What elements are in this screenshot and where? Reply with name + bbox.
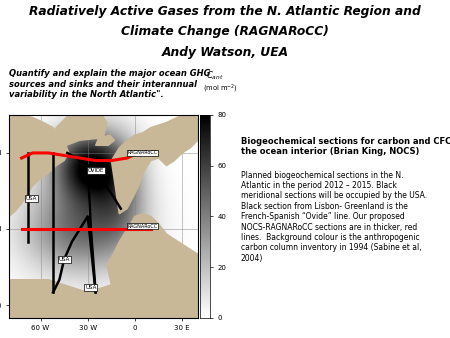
Polygon shape xyxy=(107,214,198,318)
Text: Radiatively Active Gases from the N. Atlantic Region and: Radiatively Active Gases from the N. Atl… xyxy=(29,5,421,18)
Text: RAGNARoCC: RAGNARoCC xyxy=(127,150,157,155)
Polygon shape xyxy=(95,135,114,145)
Text: RAGNARoCC: RAGNARoCC xyxy=(127,224,157,229)
Polygon shape xyxy=(49,107,107,153)
Text: USA: USA xyxy=(25,196,37,201)
Text: Quantify and explain the major ocean GHG
sources and sinks and their interannual: Quantify and explain the major ocean GHG… xyxy=(9,69,211,99)
Text: Planned biogeochemical sections in the N.
Atlantic in the period 2012 – 2015. Bl: Planned biogeochemical sections in the N… xyxy=(241,171,427,263)
Polygon shape xyxy=(9,115,69,318)
Text: USA: USA xyxy=(58,257,70,262)
Text: OVIDE: OVIDE xyxy=(87,168,104,173)
Text: Climate Change (RAGNARoCC): Climate Change (RAGNARoCC) xyxy=(121,25,329,38)
Polygon shape xyxy=(9,267,119,318)
Text: Andy Watson, UEA: Andy Watson, UEA xyxy=(162,46,288,58)
Text: (mol m$^{-2}$): (mol m$^{-2}$) xyxy=(203,83,238,95)
Text: Biogeochemical sections for carbon and CFCs in
the ocean interior (Brian King, N: Biogeochemical sections for carbon and C… xyxy=(241,137,450,156)
Text: $C_{ant}$: $C_{ant}$ xyxy=(206,69,224,82)
Text: USA: USA xyxy=(85,285,97,290)
Polygon shape xyxy=(112,115,198,214)
